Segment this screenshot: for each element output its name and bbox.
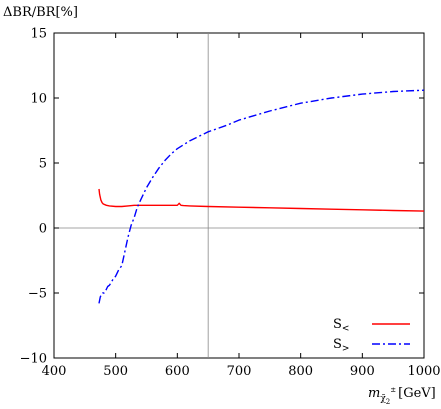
legend: S< S> bbox=[333, 317, 410, 354]
y-tick-label: −10 bbox=[20, 352, 47, 367]
x-axis-label-symbol: m bbox=[368, 386, 380, 401]
series-layer bbox=[98, 89, 425, 304]
reference-lines bbox=[54, 33, 424, 358]
x-tick-label: 400 bbox=[42, 364, 67, 379]
y-axis-label: ΔBR/BR[%] bbox=[3, 5, 78, 20]
x-axis-label-sub: χ̃ bbox=[380, 393, 386, 404]
x-tick-label: 800 bbox=[288, 364, 313, 379]
x-tick-label: 600 bbox=[165, 364, 190, 379]
series-line-s-greater bbox=[98, 89, 425, 304]
x-tick-label: 900 bbox=[350, 364, 375, 379]
x-tick-label: 500 bbox=[103, 364, 128, 379]
legend-label-s-less: S< bbox=[333, 317, 349, 334]
x-axis-label-subsub: 2 bbox=[386, 398, 390, 406]
x-axis-label: mχ̃2± [GeV] bbox=[368, 386, 436, 406]
y-tick-label: 10 bbox=[30, 92, 47, 107]
y-tick-label: 5 bbox=[39, 157, 47, 172]
plot-frame bbox=[53, 32, 425, 359]
y-tick-label: 15 bbox=[30, 27, 47, 42]
axis-ticks: 400 500 600 700 800 900 1000 −10 −5 0 5 10 15 bbox=[20, 27, 441, 380]
x-tick-label: 1000 bbox=[407, 364, 440, 379]
x-tick-label: 700 bbox=[227, 364, 252, 379]
x-axis-label-sup: ± bbox=[390, 386, 396, 394]
y-tick-label: 0 bbox=[39, 222, 47, 237]
legend-label-s-greater: S> bbox=[333, 337, 349, 354]
x-axis-label-unit: [GeV] bbox=[398, 386, 436, 401]
series-line-s-less bbox=[98, 188, 425, 212]
y-tick-label: −5 bbox=[28, 287, 47, 302]
